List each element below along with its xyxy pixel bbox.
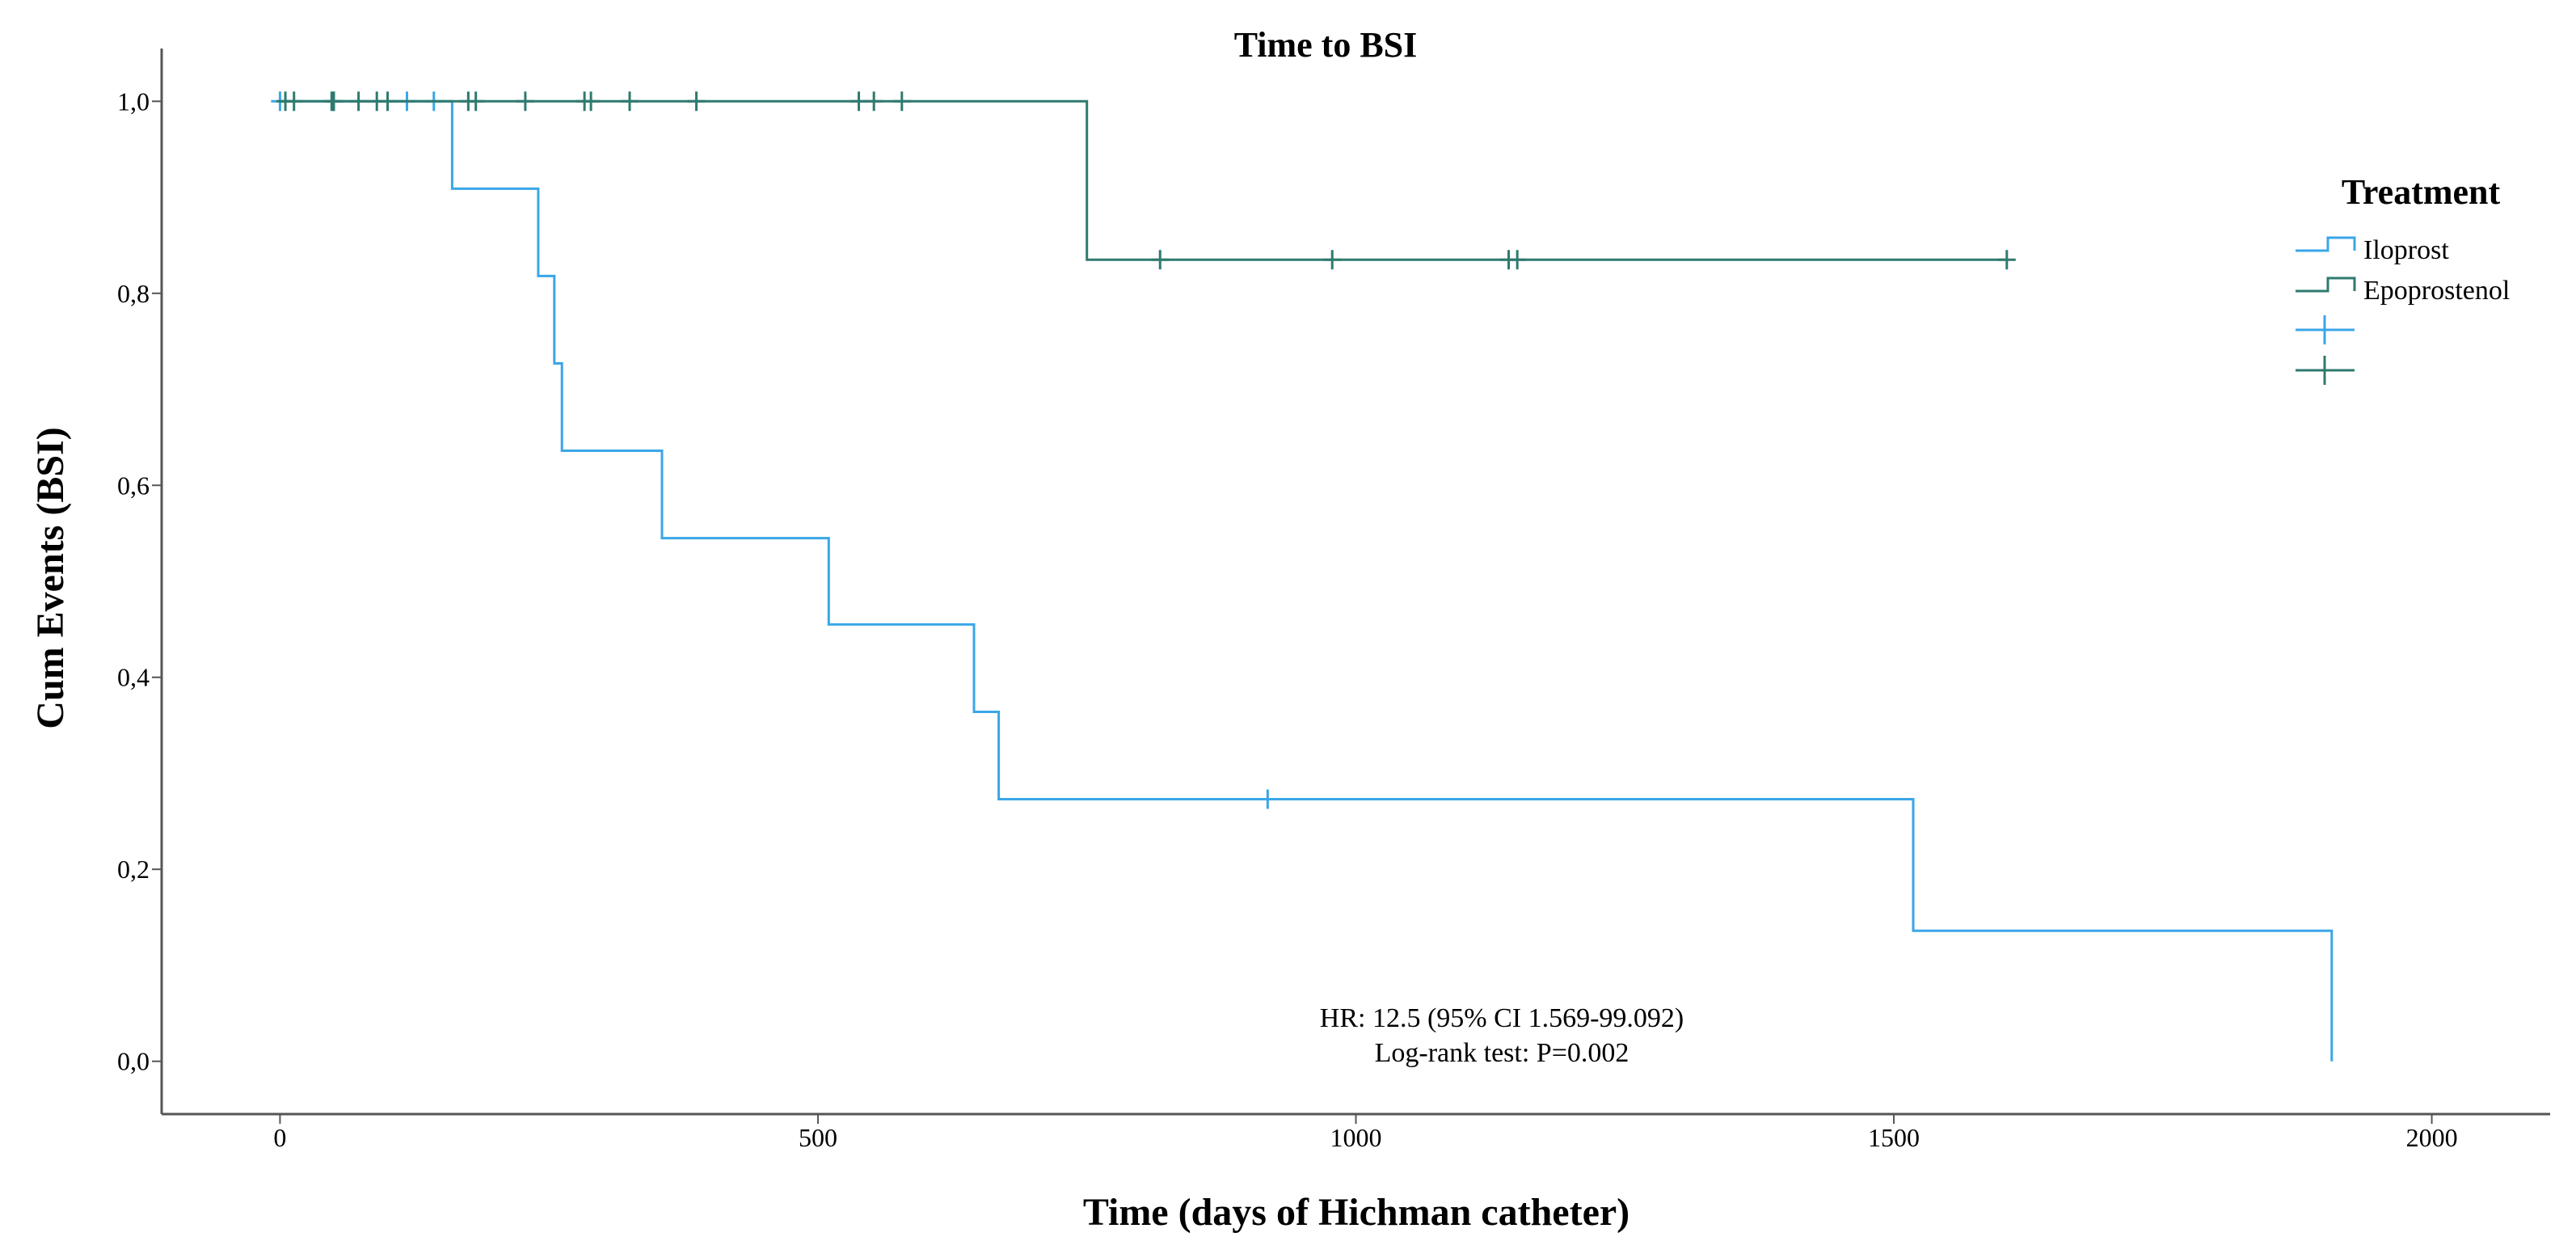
epoprostenol-censor-mark: [378, 91, 397, 112]
series-layer: [271, 91, 2334, 1062]
annotations: HR: 12.5 (95% CI 1.569-99.092) Log-rank …: [1320, 1003, 1684, 1068]
legend-items: Iloprost Epoprostenol: [2296, 235, 2510, 385]
x-axis-label: Time (days of Hichman catheter): [1083, 1191, 1629, 1234]
legend-step-swatch: [2296, 236, 2356, 252]
iloprost-step-line: [280, 99, 2334, 1062]
epoprostenol-censor-mark: [1323, 250, 1342, 270]
legend-entry: [2296, 315, 2355, 344]
legend-label: Iloprost: [2363, 235, 2449, 265]
hr-annotation: HR: 12.5 (95% CI 1.569-99.092): [1320, 1003, 1684, 1033]
x-ticks: 0 500 1000 1500 2000: [273, 1114, 2458, 1152]
epoprostenol-censor-mark: [1508, 250, 1527, 270]
epoprostenol-censor-mark: [466, 91, 485, 112]
legend-censor-swatch: [2296, 356, 2355, 385]
series-epoprostenol: [276, 91, 2016, 270]
epoprostenol-censor-mark: [324, 91, 343, 112]
x-tick-label: 2000: [2406, 1123, 2458, 1152]
chart-title: Time to BSI: [1234, 25, 1418, 65]
y-tick-label: 0,4: [117, 663, 150, 692]
epoprostenol-step-line: [280, 99, 2007, 261]
y-tick-label: 0,6: [117, 471, 150, 500]
legend-title: Treatment: [2342, 172, 2501, 212]
y-ticks: 0,0 0,2 0,4 0,6 0,8 1,0: [117, 87, 162, 1076]
epoprostenol-censor-mark: [850, 91, 868, 112]
epoprostenol-censor-mark: [1997, 250, 2016, 270]
legend-label: Epoprostenol: [2363, 276, 2510, 306]
legend-censor-swatch: [2296, 315, 2355, 344]
logrank-annotation: Log-rank test: P=0.002: [1375, 1038, 1629, 1068]
x-tick-label: 1500: [1868, 1123, 1920, 1152]
legend-step-swatch: [2296, 277, 2356, 293]
y-tick-label: 0,2: [117, 855, 150, 884]
epoprostenol-censor-mark: [621, 91, 639, 112]
iloprost-censor-mark: [1258, 789, 1277, 809]
x-tick-label: 0: [273, 1123, 286, 1152]
y-tick-label: 0,0: [117, 1047, 150, 1076]
epoprostenol-censor-mark: [582, 91, 601, 112]
x-tick-label: 500: [799, 1123, 837, 1152]
x-tick-label: 1000: [1330, 1123, 1382, 1152]
epoprostenol-censor-mark: [1151, 250, 1170, 270]
y-tick-label: 1,0: [117, 87, 150, 116]
epoprostenol-censor-mark: [892, 91, 911, 112]
epoprostenol-censor-mark: [516, 91, 534, 112]
epoprostenol-censor-mark: [349, 91, 368, 112]
legend: Treatment Iloprost Epoprostenol: [2296, 172, 2510, 385]
epoprostenol-censor-mark: [687, 91, 706, 112]
y-tick-label: 0,8: [117, 279, 150, 308]
legend-entry: Iloprost: [2296, 235, 2449, 265]
y-axis-label: Cum Events (BSI): [29, 427, 72, 728]
epoprostenol-censor-mark: [285, 91, 303, 112]
epoprostenol-censor-mark: [865, 91, 883, 112]
legend-entry: [2296, 356, 2355, 385]
legend-entry: Epoprostenol: [2296, 276, 2510, 306]
